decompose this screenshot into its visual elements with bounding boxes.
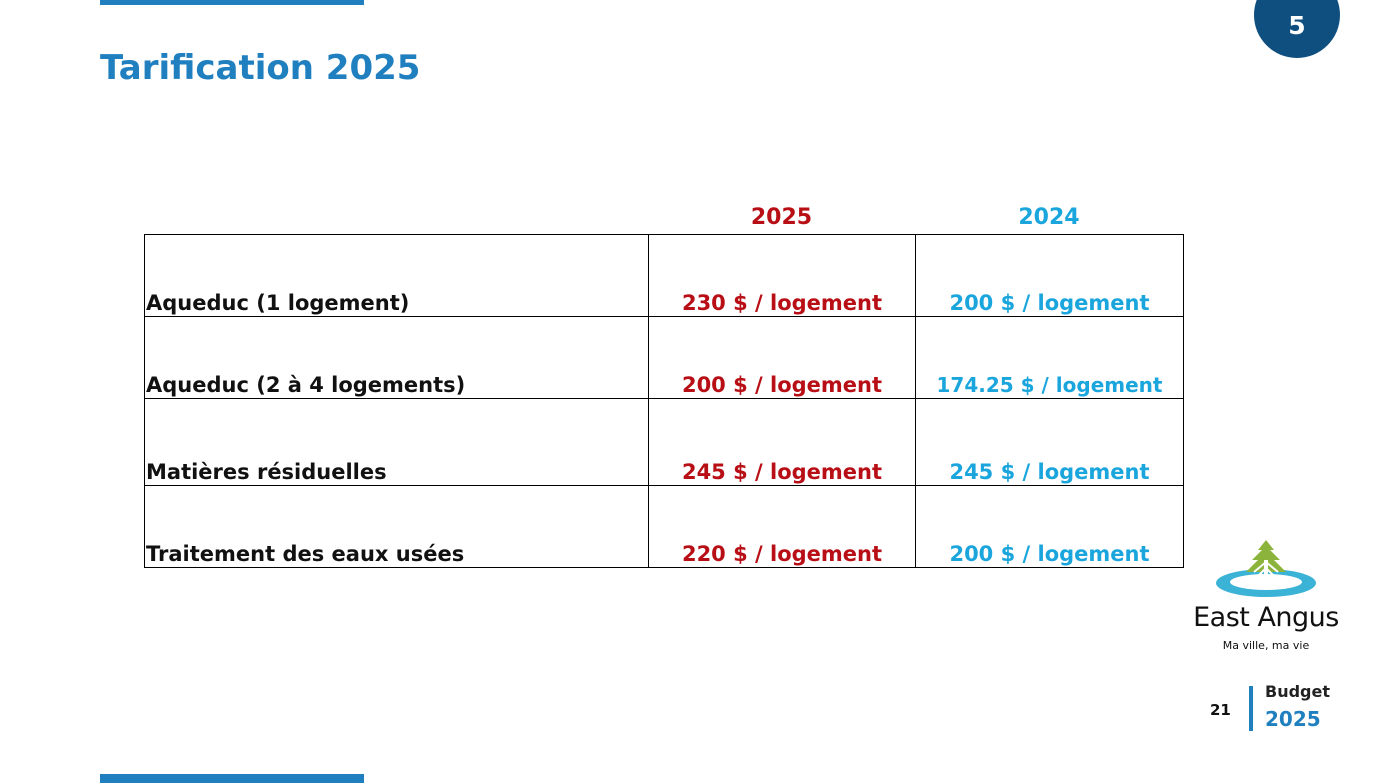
value-2024: 174.25 $ / logement	[915, 316, 1184, 399]
logo-name: East Angus	[1193, 602, 1339, 633]
value-2024: 200 $ / logement	[915, 485, 1184, 568]
top-accent-bar	[100, 0, 364, 5]
value-2025: 245 $ / logement	[648, 398, 916, 486]
page-title: Tarification 2025	[100, 48, 421, 88]
row-label: Aqueduc (2 à 4 logements)	[144, 316, 649, 399]
table-row: Aqueduc (1 logement) 230 $ / logement 20…	[144, 234, 1184, 317]
row-label: Matières résiduelles	[144, 398, 649, 486]
east-angus-logo: East Angus Ma ville, ma vie	[1186, 538, 1346, 652]
row-label: Aqueduc (1 logement)	[144, 234, 649, 317]
column-header-2024: 2024	[1018, 205, 1080, 230]
table-row: Matières résiduelles 245 $ / logement 24…	[144, 398, 1184, 486]
bottom-accent-bar	[100, 774, 364, 783]
column-header-2025: 2025	[750, 205, 813, 230]
value-2024: 200 $ / logement	[915, 234, 1184, 317]
footer-divider	[1249, 686, 1253, 731]
table-row: Aqueduc (2 à 4 logements) 200 $ / logeme…	[144, 316, 1184, 399]
footer-budget-label: Budget	[1265, 682, 1330, 701]
page-number: 21	[1210, 701, 1231, 719]
value-2025: 230 $ / logement	[648, 234, 916, 317]
table-row: Traitement des eaux usées 220 $ / logeme…	[144, 485, 1184, 568]
footer-budget-year: 2025	[1265, 707, 1321, 731]
value-2025: 200 $ / logement	[648, 316, 916, 399]
value-2025: 220 $ / logement	[648, 485, 916, 568]
section-number-badge: 5	[1254, 0, 1340, 58]
tree-water-logo-icon	[1216, 540, 1316, 597]
value-2024: 245 $ / logement	[915, 398, 1184, 486]
logo-tagline: Ma ville, ma vie	[1222, 639, 1310, 652]
row-label: Traitement des eaux usées	[144, 485, 649, 568]
tarification-table: Aqueduc (1 logement) 230 $ / logement 20…	[144, 234, 1184, 568]
